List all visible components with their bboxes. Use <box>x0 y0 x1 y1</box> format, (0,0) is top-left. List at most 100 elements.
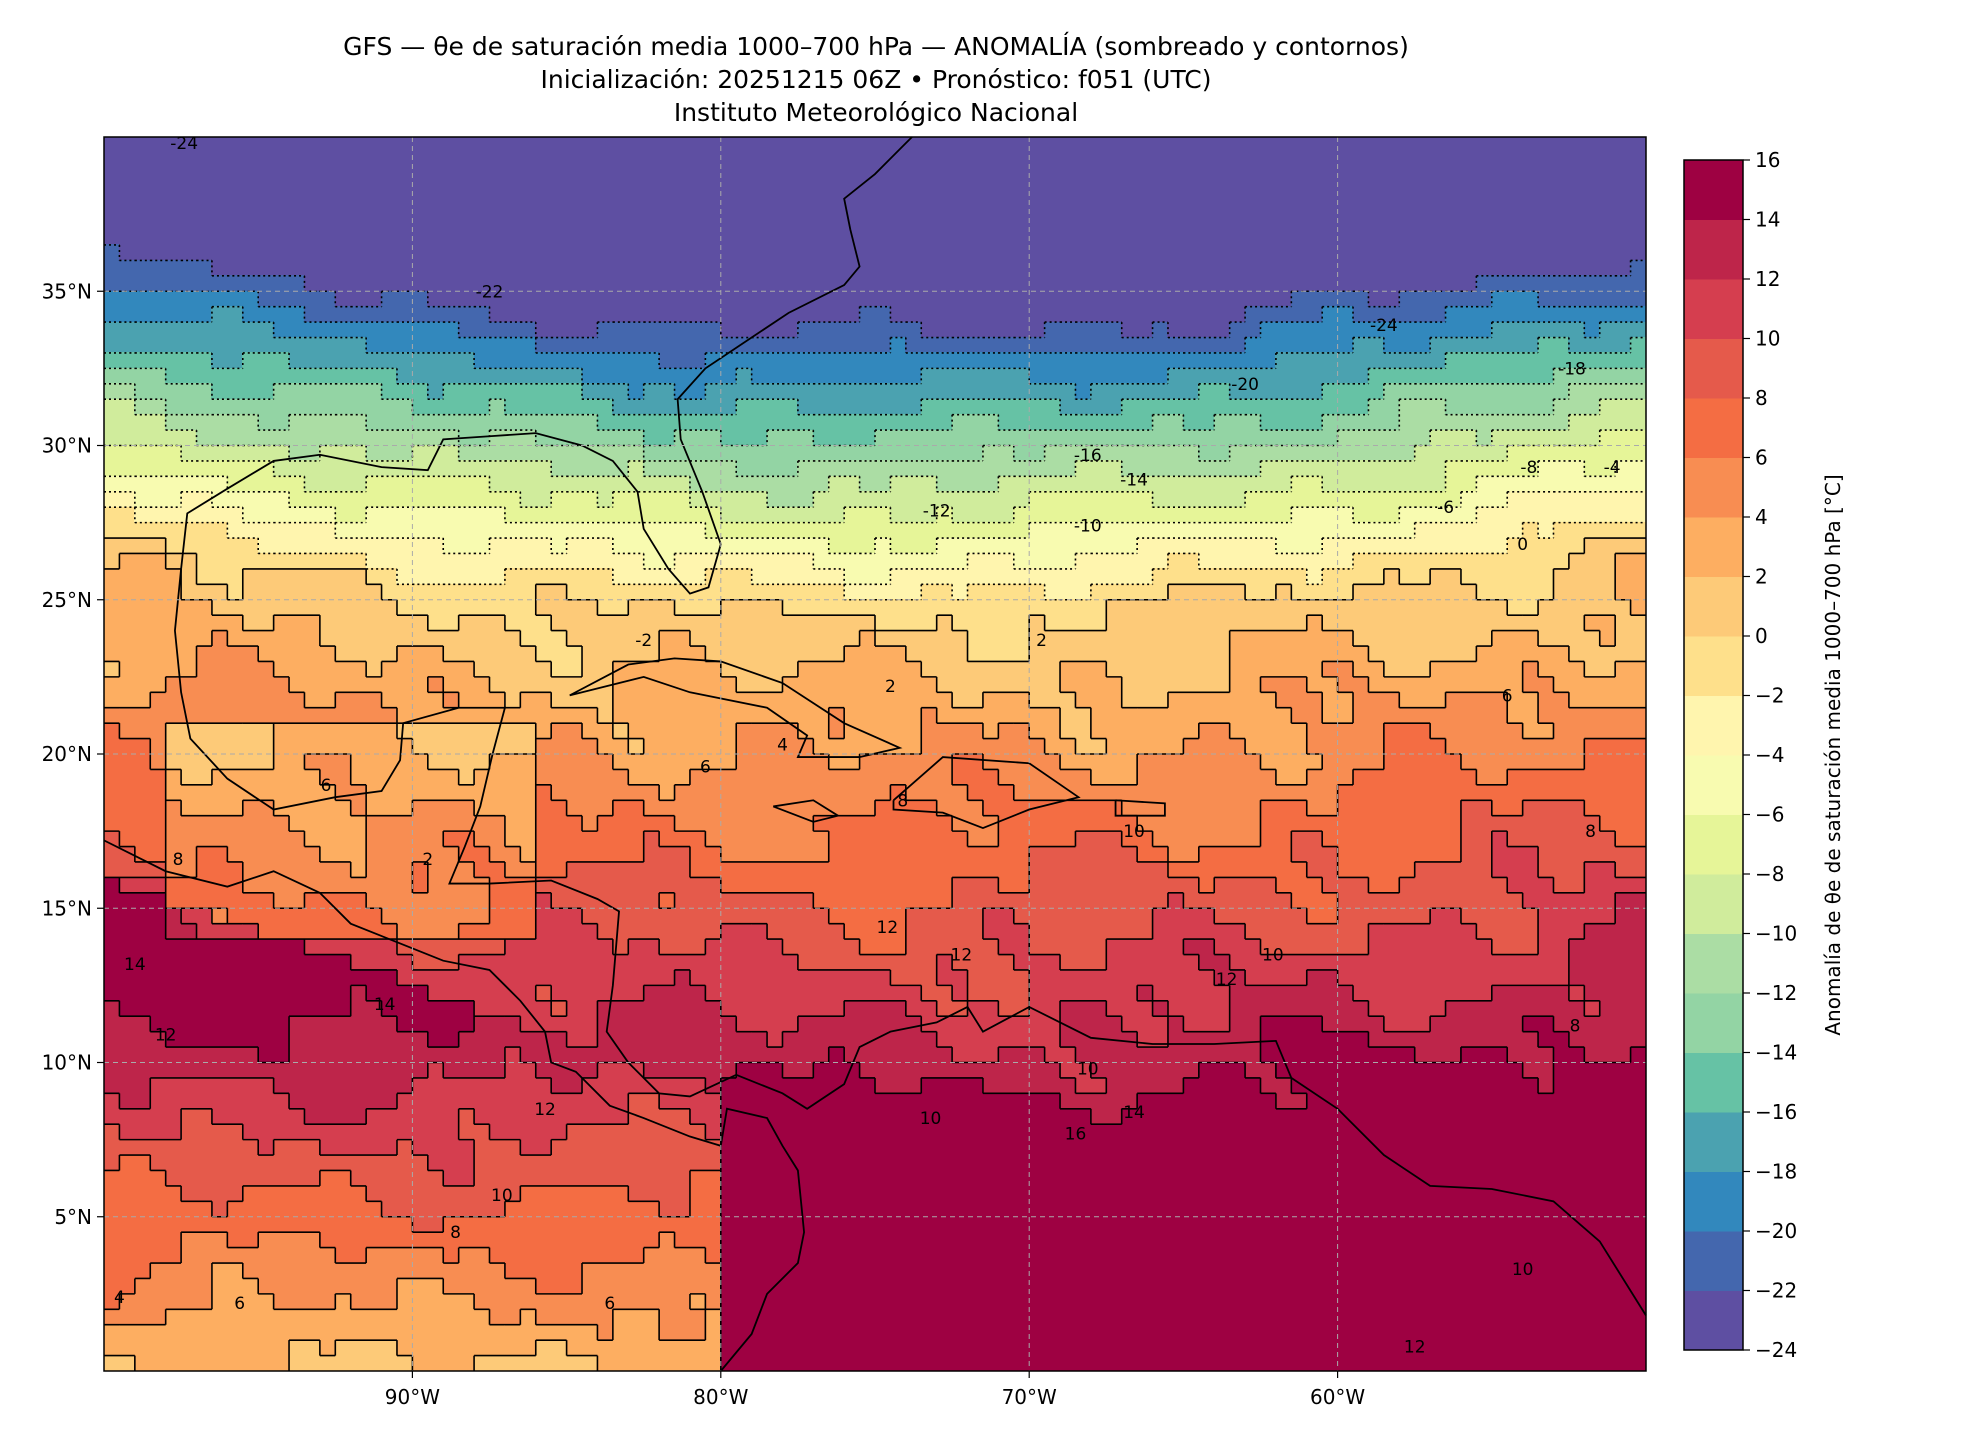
colorbar-tick-label: 10 <box>1755 327 1780 351</box>
contour-label: -22 <box>476 282 504 302</box>
contour-label: 2 <box>1036 631 1047 651</box>
colorbar-tick-label: 12 <box>1755 267 1780 291</box>
colorbar-label: Anomalía de θe de saturación media 1000–… <box>1821 474 1845 1035</box>
contour-label: 16 <box>1065 1124 1087 1144</box>
chart-subtitle: Inicialización: 20251215 06Z • Pronóstic… <box>540 65 1212 94</box>
coastline <box>103 839 805 1372</box>
contour-label: 12 <box>1216 970 1238 990</box>
colorbar-tick-label: −8 <box>1755 862 1784 886</box>
contour-lines-positive <box>104 537 1646 1371</box>
contour-label: 10 <box>1123 822 1145 842</box>
colorbar-segment <box>1684 279 1743 339</box>
map-frame <box>103 136 1647 1372</box>
contour-label: 6 <box>321 776 332 796</box>
x-tick-label: 60°W <box>1310 1385 1365 1409</box>
contour-label: 8 <box>1570 1016 1581 1036</box>
colorbar-tick-label: 16 <box>1755 148 1780 172</box>
contour-lines-negative <box>104 244 1646 601</box>
colorbar-segment <box>1684 338 1743 399</box>
contour-label: 6 <box>604 1294 615 1314</box>
y-tick-label: 30°N <box>42 434 92 458</box>
colorbar-tick-label: −14 <box>1755 1041 1797 1065</box>
colorbar-segment <box>1684 874 1743 934</box>
colorbar-tick-label: −12 <box>1755 981 1797 1005</box>
contour-label: -16 <box>1074 446 1102 466</box>
colorbar-tick-label: −2 <box>1755 684 1784 708</box>
contour-label: 12 <box>877 918 899 938</box>
contour-label: 12 <box>1404 1337 1426 1357</box>
coastline <box>1114 799 1166 817</box>
contour-label: 12 <box>534 1100 556 1120</box>
contour-label: 14 <box>1123 1103 1145 1123</box>
colorbar-segment <box>1684 219 1743 280</box>
x-tick-label: 70°W <box>1002 1385 1057 1409</box>
coastline <box>892 756 1081 830</box>
contour-label: 12 <box>951 946 973 966</box>
contour-label: 6 <box>700 757 711 777</box>
colorbar-tick-label: 4 <box>1755 505 1768 529</box>
contour-label: 10 <box>1262 946 1284 966</box>
colorbar-tick-label: −24 <box>1755 1338 1797 1362</box>
contour-label: -24 <box>170 134 198 154</box>
contour-label: 8 <box>450 1223 461 1243</box>
colorbar-segment <box>1684 1052 1743 1113</box>
colorbar-segment <box>1684 814 1743 875</box>
y-tick-label: 5°N <box>54 1205 92 1229</box>
contour-label: 14 <box>374 995 396 1015</box>
colorbar-segment <box>1684 933 1743 994</box>
contour-label: -12 <box>923 501 951 521</box>
colorbar-tick-label: −6 <box>1755 803 1784 827</box>
colorbar-segment <box>1684 1231 1743 1291</box>
colorbar-tick-label: −22 <box>1755 1279 1797 1303</box>
y-tick-label: 15°N <box>42 896 92 920</box>
colorbar-segment <box>1684 755 1743 815</box>
colorbar-tick-label: −18 <box>1755 1160 1797 1184</box>
contour-label: 4 <box>777 736 788 756</box>
colorbar-tick-label: −20 <box>1755 1219 1797 1243</box>
y-tick-label: 35°N <box>42 279 92 303</box>
x-tick-label: 90°W <box>385 1385 440 1409</box>
chart-title: GFS — θe de saturación media 1000–700 hP… <box>343 32 1409 61</box>
contour-label: 2 <box>885 677 896 697</box>
colorbar-segment <box>1684 993 1743 1053</box>
colorbar-segment <box>1684 1290 1743 1351</box>
y-tick-label: 10°N <box>42 1051 92 1075</box>
contour-label: 10 <box>1077 1060 1099 1080</box>
chart-institution: Instituto Meteorológico Nacional <box>673 98 1079 127</box>
contour-label: -18 <box>1558 359 1586 379</box>
colorbar-tick-label: 14 <box>1755 208 1780 232</box>
colorbar-tick-label: 2 <box>1755 565 1768 589</box>
colorbar-tick-label: −4 <box>1755 743 1784 767</box>
contour-label: -8 <box>1520 458 1537 478</box>
contour-label: -24 <box>1370 316 1398 336</box>
contour-label: 2 <box>422 850 433 870</box>
contour-label: -2 <box>635 631 652 651</box>
contour-label: 4 <box>114 1288 125 1308</box>
coastline <box>180 136 913 595</box>
colorbar-segment <box>1684 636 1743 696</box>
colorbar-segment <box>1684 695 1743 756</box>
colorbar-segment <box>1684 576 1743 637</box>
contour-label: 8 <box>173 850 184 870</box>
colorbar-segment <box>1684 398 1743 458</box>
contour-label: -10 <box>1074 517 1102 537</box>
colorbar-segment <box>1684 1171 1743 1232</box>
contour-label: -4 <box>1604 458 1621 478</box>
contour-label: 0 <box>1517 535 1528 555</box>
colorbar-segment <box>1684 1112 1743 1172</box>
contour-label: -14 <box>1120 470 1148 490</box>
contour-label: -20 <box>1231 375 1259 395</box>
contour-label: 6 <box>1502 686 1513 706</box>
colorbar-tick-label: 0 <box>1755 624 1768 648</box>
colorbar-segment <box>1684 457 1743 518</box>
colorbar-tick-label: 8 <box>1755 386 1768 410</box>
contour-label: 12 <box>155 1026 177 1046</box>
colorbar-tick-label: −16 <box>1755 1100 1797 1124</box>
y-tick-label: 20°N <box>42 742 92 766</box>
coastline <box>772 799 841 823</box>
contour-label: 10 <box>491 1186 513 1206</box>
y-tick-label: 25°N <box>42 588 92 612</box>
contour-label: 10 <box>1512 1260 1534 1280</box>
colorbar-segment <box>1684 160 1743 220</box>
